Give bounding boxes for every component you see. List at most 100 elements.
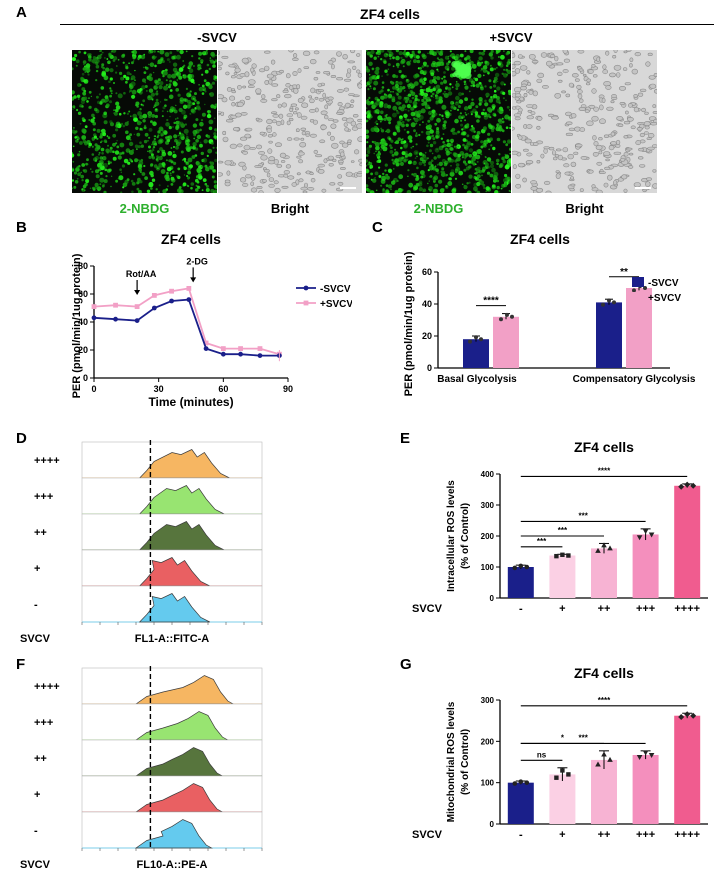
cell-dot <box>428 176 431 178</box>
bar <box>507 782 534 824</box>
cell-dot <box>368 177 370 179</box>
cell-dot <box>387 168 393 173</box>
cell-dot <box>109 89 113 93</box>
cell-outline <box>293 88 299 94</box>
cell-outline <box>244 133 251 139</box>
cell-dot <box>496 162 499 166</box>
cell-dot <box>115 105 121 110</box>
cell-dot <box>198 84 200 86</box>
replicate-dot <box>642 529 649 535</box>
cell-dot <box>450 147 454 151</box>
cell-dot <box>151 147 155 151</box>
cell-dot <box>395 92 398 94</box>
cell-dot <box>203 79 207 83</box>
cell-outline <box>574 78 580 82</box>
cell-dot <box>379 103 384 108</box>
cell-dot <box>489 67 494 72</box>
cell-dot <box>115 124 119 128</box>
cell-outline <box>652 104 657 108</box>
cell-dot <box>476 181 481 187</box>
cell-dot <box>213 132 217 136</box>
cell-dot <box>86 158 89 162</box>
cell-dot <box>425 130 431 136</box>
cell-dot <box>388 121 391 125</box>
cell-outline <box>527 82 532 86</box>
cell-outline <box>270 111 278 115</box>
cell-dot <box>72 108 74 110</box>
cell-dot <box>386 114 388 116</box>
row-label: + <box>34 789 40 801</box>
cell-outline <box>547 113 554 117</box>
cell-outline <box>619 158 626 162</box>
cell-dot <box>450 53 456 59</box>
cell-dot <box>113 109 115 112</box>
replicate-dot <box>595 547 601 553</box>
cell-dot <box>127 78 130 81</box>
cell-outline <box>277 103 282 109</box>
cell-dot <box>367 188 371 193</box>
cell-outline <box>611 94 617 98</box>
y-tick-label: 40 <box>78 317 88 327</box>
cell-dot <box>170 147 173 149</box>
cell-outline <box>274 187 281 193</box>
cell-dot <box>88 119 90 121</box>
cell-dot <box>125 66 129 70</box>
cell-dot <box>501 183 506 188</box>
cell-dot <box>128 141 134 147</box>
cell-outline <box>627 117 634 122</box>
cell-dot <box>153 50 156 53</box>
cell-dot <box>489 138 493 141</box>
cell-dot <box>426 64 429 68</box>
cell-outline <box>354 149 360 155</box>
cell-dot <box>477 115 481 119</box>
cell-outline <box>309 133 317 138</box>
significance-label: * <box>561 733 565 742</box>
cell-dot <box>102 132 107 137</box>
cell-dot <box>115 71 118 74</box>
cell-dot <box>420 91 425 96</box>
cell-dot <box>86 100 89 103</box>
cell-dot <box>391 96 396 100</box>
condition-label-neg: -SVCV <box>197 30 237 45</box>
cell-dot <box>483 113 487 118</box>
cell-dot <box>81 179 84 182</box>
cell-outline <box>596 56 600 63</box>
cell-dot <box>166 58 170 62</box>
cell-dot <box>91 113 95 118</box>
cell-dot <box>373 152 375 155</box>
cell-outline <box>317 89 324 92</box>
replicate-dot <box>636 755 643 761</box>
cell-outline <box>250 187 258 193</box>
cell-dot <box>132 56 136 60</box>
cell-dot <box>366 150 371 154</box>
cell-dot <box>496 185 500 190</box>
cell-dot <box>380 95 384 100</box>
cell-dot <box>418 133 421 137</box>
cell-outline <box>330 123 337 129</box>
cell-dot <box>477 73 482 78</box>
cell-dot <box>78 150 81 153</box>
cell-dot <box>154 64 157 68</box>
cell-outline <box>300 115 308 120</box>
cell-dot <box>137 145 141 149</box>
cell-dot <box>92 139 94 142</box>
cell-dot <box>88 142 92 147</box>
cell-dot <box>148 136 151 139</box>
cell-dot <box>149 50 154 54</box>
cell-dot <box>436 76 440 80</box>
cell-dot <box>442 117 445 120</box>
cell-dot <box>497 108 501 113</box>
cell-dot <box>194 99 197 102</box>
significance-label: **** <box>598 466 611 475</box>
cell-dot <box>426 135 432 141</box>
cell-dot <box>393 180 395 182</box>
cell-dot <box>452 102 455 105</box>
cell-outline <box>555 173 561 179</box>
cell-outline <box>515 183 522 189</box>
cell-dot <box>81 188 84 191</box>
cell-dot <box>509 124 511 126</box>
cell-dot <box>375 189 378 192</box>
cell-dot <box>187 170 191 175</box>
cell-dot <box>106 168 111 173</box>
cell-outline <box>619 101 626 105</box>
